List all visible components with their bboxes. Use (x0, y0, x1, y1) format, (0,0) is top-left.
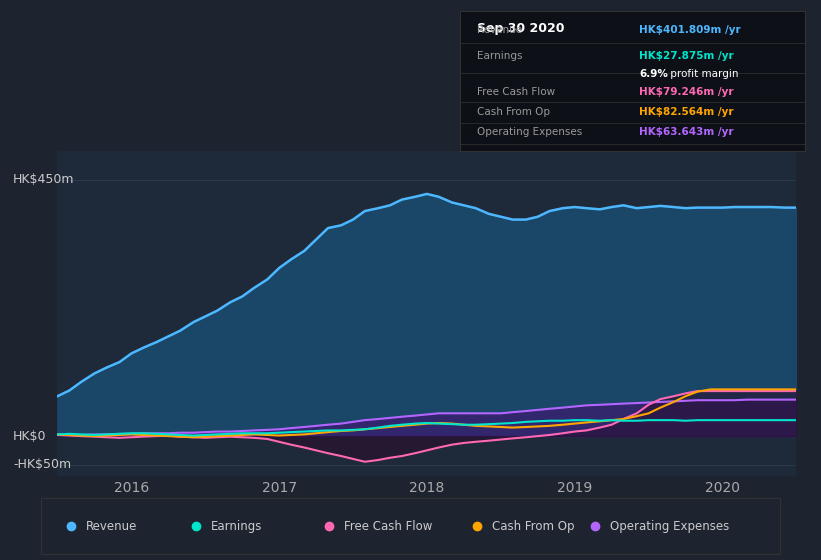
Text: Operating Expenses: Operating Expenses (477, 127, 582, 137)
Text: Cash From Op: Cash From Op (477, 107, 550, 117)
Text: HK$450m: HK$450m (13, 173, 75, 186)
Text: Free Cash Flow: Free Cash Flow (477, 87, 555, 97)
Text: Cash From Op: Cash From Op (492, 520, 574, 533)
Text: HK$401.809m /yr: HK$401.809m /yr (639, 25, 741, 35)
Text: profit margin: profit margin (667, 69, 738, 79)
Text: Sep 30 2020: Sep 30 2020 (477, 22, 565, 35)
Text: Revenue: Revenue (85, 520, 137, 533)
Text: Free Cash Flow: Free Cash Flow (344, 520, 433, 533)
Text: HK$79.246m /yr: HK$79.246m /yr (639, 87, 734, 97)
Text: 6.9%: 6.9% (639, 69, 668, 79)
Text: HK$63.643m /yr: HK$63.643m /yr (639, 127, 734, 137)
Text: Operating Expenses: Operating Expenses (610, 520, 729, 533)
Text: Revenue: Revenue (477, 25, 522, 35)
Text: -HK$50m: -HK$50m (13, 458, 71, 471)
Text: HK$27.875m /yr: HK$27.875m /yr (639, 51, 734, 61)
Text: HK$0: HK$0 (13, 430, 47, 442)
Text: HK$82.564m /yr: HK$82.564m /yr (639, 107, 734, 117)
Text: Earnings: Earnings (211, 520, 263, 533)
Text: Earnings: Earnings (477, 51, 522, 61)
